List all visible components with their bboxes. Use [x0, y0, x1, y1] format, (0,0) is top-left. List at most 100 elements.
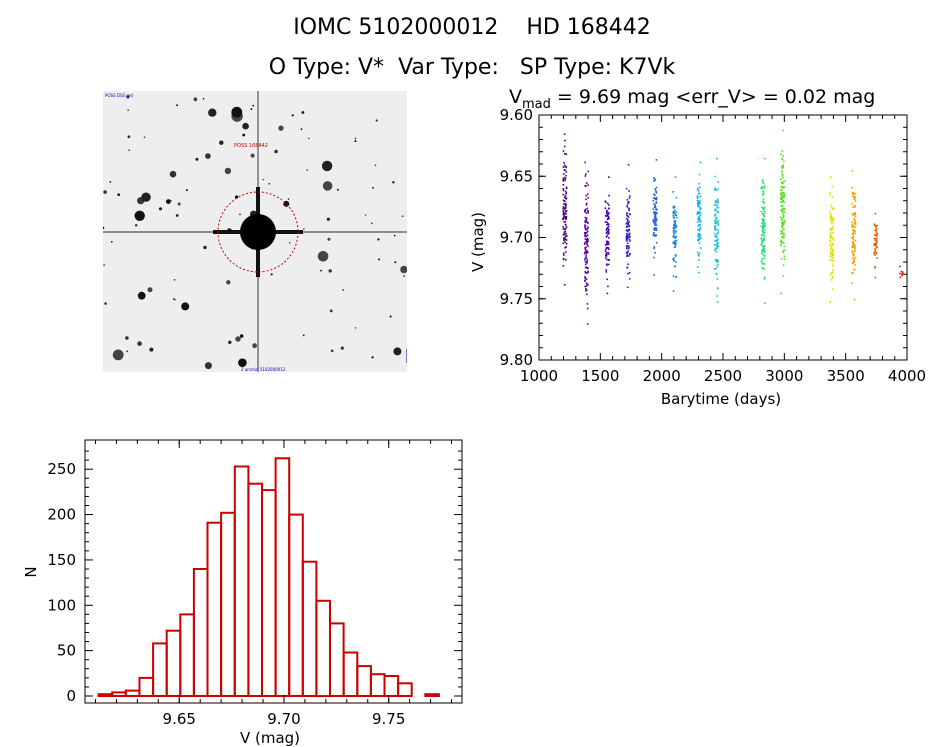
lc-point — [672, 211, 674, 214]
lc-point — [699, 234, 701, 236]
lc-point — [628, 190, 630, 192]
lc-point — [586, 193, 589, 196]
lc-point — [830, 204, 832, 207]
lc-point — [697, 187, 699, 190]
lc-point — [781, 158, 783, 160]
lc-point — [699, 237, 702, 239]
lc-point — [714, 247, 717, 250]
lc-point — [761, 250, 764, 253]
lc-point — [851, 246, 853, 249]
lc-point — [605, 232, 608, 235]
lc-point — [761, 262, 764, 264]
field-star — [393, 347, 402, 356]
lc-point — [562, 211, 565, 213]
field-star — [301, 111, 305, 114]
lc-point — [655, 186, 658, 189]
lc-point — [562, 206, 565, 208]
field-star — [287, 198, 290, 200]
target-circle — [217, 191, 299, 273]
lc-point — [564, 223, 567, 226]
lc-point — [584, 263, 587, 266]
lc-point — [760, 237, 763, 239]
lc-point — [564, 246, 566, 249]
lc-point — [781, 211, 784, 213]
lc-point — [697, 204, 699, 207]
lc-point — [854, 245, 856, 248]
field-star — [354, 137, 357, 140]
lc-point — [628, 197, 631, 199]
field-star — [126, 95, 130, 99]
lc-point — [627, 222, 629, 224]
lc-point — [653, 177, 656, 180]
lc-point — [697, 238, 700, 240]
lc-point — [562, 233, 565, 236]
hist-bar — [152, 642, 168, 697]
lc-point — [714, 249, 716, 251]
field-star — [342, 289, 345, 291]
lc-point — [585, 202, 588, 205]
lc-point — [626, 286, 629, 289]
field-star — [329, 309, 333, 313]
field-star — [336, 188, 339, 191]
lc-point — [699, 202, 701, 205]
lc-point — [829, 219, 832, 221]
lc-point — [655, 202, 657, 204]
lc-point — [562, 228, 565, 230]
field-star — [103, 190, 107, 194]
lc-point — [654, 205, 657, 208]
lc-point — [563, 166, 565, 168]
lc-point — [655, 198, 658, 200]
lc-point — [782, 221, 784, 223]
header-types: O Type: V* Var Type: SP Type: K7Vk — [0, 55, 944, 80]
lc-point — [780, 232, 783, 234]
field-star — [203, 245, 207, 250]
lc-point — [608, 229, 610, 231]
lc-point — [762, 215, 765, 218]
lc-point — [854, 264, 856, 266]
lc-point — [760, 225, 763, 227]
lc-point — [565, 226, 568, 228]
lc-point — [673, 224, 675, 226]
lc-point — [781, 181, 783, 184]
lc-point — [873, 253, 875, 256]
field-star — [393, 234, 396, 237]
lc-point — [716, 220, 718, 223]
lc-point — [762, 221, 764, 224]
lc-point — [851, 257, 854, 260]
lc-point — [608, 194, 610, 197]
lc-points — [562, 129, 904, 325]
lc-point — [700, 247, 702, 249]
lc-point — [874, 276, 877, 279]
lc-point — [584, 226, 586, 229]
lc-point — [563, 176, 566, 179]
lc-point — [781, 170, 783, 173]
lc-point — [583, 243, 586, 245]
lc-point — [699, 161, 702, 164]
lc-point — [587, 238, 589, 241]
lc-point — [760, 234, 763, 236]
lc-point — [625, 251, 628, 254]
lc-point — [675, 261, 677, 263]
lc-point — [697, 225, 700, 227]
lc-point — [854, 204, 856, 207]
lc-point — [781, 218, 783, 220]
lc-point — [674, 240, 676, 243]
lc-point — [699, 226, 702, 229]
lc-ylabel: V (mag) — [469, 212, 487, 272]
field-star — [135, 224, 138, 227]
lc-point — [584, 208, 587, 211]
lc-point — [831, 185, 834, 188]
lc-point — [605, 253, 607, 255]
lc-point — [672, 232, 675, 234]
lc-point — [780, 186, 782, 188]
lc-point — [874, 234, 876, 236]
lc-point — [627, 220, 629, 222]
lc-point — [851, 241, 854, 243]
lc-point — [606, 231, 608, 234]
lc-point — [698, 173, 701, 176]
lc-point — [783, 255, 786, 258]
lc-point — [608, 248, 610, 251]
lc-point — [763, 247, 765, 250]
lc-point — [783, 160, 785, 163]
lc-point — [565, 227, 567, 230]
